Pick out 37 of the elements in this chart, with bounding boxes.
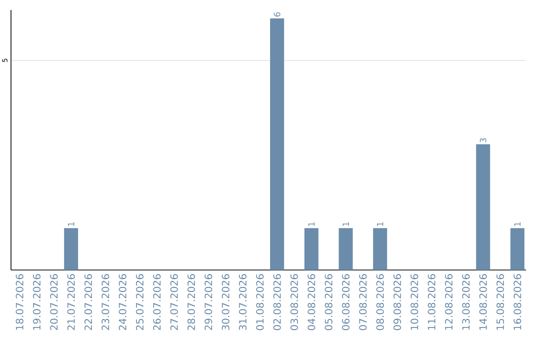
x-tick-label: 12.08.2026	[444, 274, 453, 330]
x-tick-label: 16.08.2026	[514, 274, 522, 330]
x-tick-label: 06.08.2026	[342, 274, 350, 330]
data-label: 3	[480, 138, 486, 142]
data-label: 1	[376, 222, 384, 226]
x-tick-label: 26.07.2026	[153, 274, 161, 330]
x-tick-label: 27.07.2026	[170, 274, 178, 330]
data-label: 1	[308, 222, 315, 226]
x-tick-label: 08.08.2026	[376, 274, 384, 330]
data-label: 1	[68, 222, 74, 226]
x-tick-label: 29.07.2026	[204, 274, 212, 330]
x-tick-label: 07.08.2026	[359, 274, 367, 330]
data-label: 1	[342, 222, 349, 226]
x-tick-label: 03.08.2026	[290, 274, 298, 330]
x-tick-label: 05.08.2026	[324, 274, 332, 330]
x-tick-label: 02.08.2026	[273, 274, 281, 330]
x-tick-label: 10.08.2026	[410, 274, 418, 330]
x-tick-label: 28.07.2026	[187, 274, 196, 330]
x-tick-label: 24.07.2026	[118, 274, 126, 330]
x-tick-label: 30.07.2026	[222, 274, 230, 330]
data-label: 6	[274, 12, 280, 17]
x-tick-label: 15.08.2026	[496, 274, 504, 330]
x-tick-label: 11.08.2026	[428, 274, 436, 330]
x-tick-label: 25.07.2026	[136, 274, 144, 330]
x-tick-label: 13.08.2026	[462, 274, 470, 330]
x-tick-label: 18.07.2026	[16, 274, 24, 330]
x-tick-label: 04.08.2026	[308, 274, 316, 330]
x-tick-label: 19.07.2026	[32, 274, 41, 330]
x-tick-label: 09.08.2026	[393, 274, 402, 330]
x-tick-label: 31.07.2026	[238, 274, 247, 330]
x-tick-label: 22.07.2026	[84, 274, 92, 330]
x-tick-label: 01.08.2026	[256, 274, 264, 330]
x-tick-label: 14.08.2026	[479, 274, 487, 330]
x-tick-label: 23.07.2026	[102, 274, 110, 330]
x-tick-label: 20.07.2026	[50, 274, 58, 330]
data-label: 1	[514, 222, 521, 226]
x-tick-label: 21.07.2026	[67, 274, 75, 330]
